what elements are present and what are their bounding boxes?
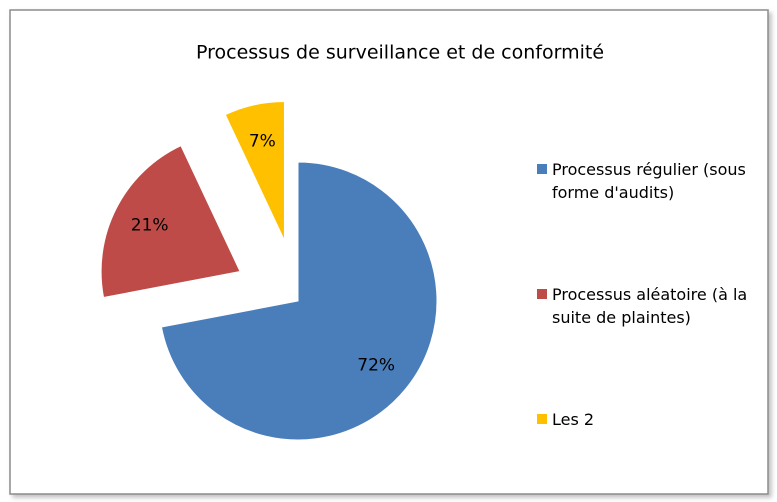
legend-label: Processus régulier (sous forme d'audits) bbox=[552, 160, 746, 202]
pie-slice bbox=[160, 161, 438, 441]
legend-swatch bbox=[537, 289, 547, 299]
chart-title: Processus de surveillance et de conformi… bbox=[196, 42, 604, 64]
data-label: 21% bbox=[131, 215, 169, 235]
legend-swatch bbox=[537, 414, 547, 424]
legend-entry: Les 2 bbox=[537, 408, 757, 431]
pie-slice bbox=[100, 145, 241, 299]
legend-label: Les 2 bbox=[552, 410, 595, 429]
legend-entry: Processus régulier (sous forme d'audits) bbox=[537, 158, 757, 204]
legend-entry: Processus aléatoire (à la suite de plain… bbox=[537, 283, 757, 329]
data-label: 7% bbox=[249, 131, 276, 151]
legend-label: Processus aléatoire (à la suite de plain… bbox=[552, 285, 748, 327]
pie-slice bbox=[224, 100, 285, 241]
legend-swatch bbox=[537, 164, 547, 174]
data-label: 72% bbox=[357, 356, 395, 376]
